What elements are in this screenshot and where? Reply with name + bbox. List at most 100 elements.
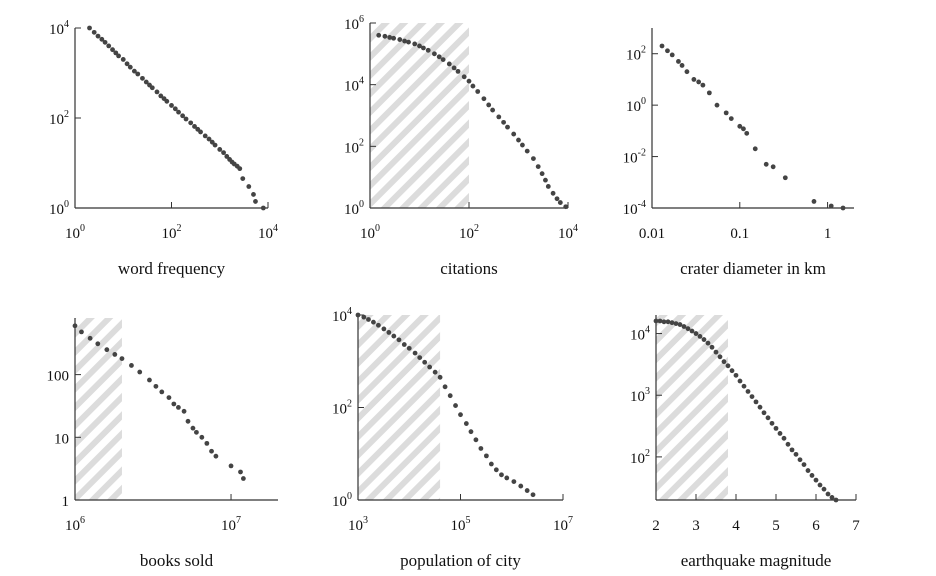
data-point bbox=[253, 199, 258, 204]
data-point bbox=[228, 463, 234, 469]
data-point bbox=[504, 475, 510, 481]
data-point bbox=[709, 344, 715, 350]
data-point bbox=[371, 319, 376, 325]
x-tick-label: 2 bbox=[652, 518, 660, 534]
y-tick-label: 100 bbox=[47, 369, 70, 385]
data-point bbox=[797, 457, 803, 463]
x-axis-label: earthquake magnitude bbox=[681, 551, 832, 570]
chart-panel-4: 106 107 1 10 100 books sold bbox=[47, 318, 278, 570]
data-point bbox=[463, 421, 469, 426]
data-point bbox=[453, 403, 458, 408]
data-point bbox=[361, 314, 367, 320]
x-tick-label: 7 bbox=[852, 518, 860, 534]
data-point bbox=[131, 68, 137, 74]
y-tick-label: 10-2 bbox=[623, 148, 646, 167]
data-point bbox=[761, 410, 767, 416]
x-tick-label: 3 bbox=[692, 518, 700, 534]
data-point bbox=[801, 462, 807, 468]
data-point bbox=[104, 347, 110, 353]
data-point bbox=[386, 330, 392, 335]
data-point bbox=[657, 318, 663, 324]
x-axis-label: word frequency bbox=[118, 259, 226, 278]
data-point bbox=[251, 192, 256, 197]
data-point bbox=[158, 93, 164, 99]
data-point bbox=[741, 126, 746, 132]
data-point bbox=[95, 33, 101, 39]
data-point bbox=[95, 341, 101, 347]
data-point bbox=[516, 137, 521, 143]
data-point bbox=[366, 317, 371, 322]
data-point bbox=[733, 372, 739, 378]
data-point bbox=[417, 43, 422, 49]
y-tick-label: 1 bbox=[62, 494, 70, 510]
data-point bbox=[183, 116, 189, 122]
data-point bbox=[499, 472, 504, 478]
data-point bbox=[129, 363, 134, 368]
data-point bbox=[481, 96, 487, 102]
data-point bbox=[809, 473, 815, 478]
x-tick-label: 5 bbox=[772, 518, 780, 534]
x-tick-label: 105 bbox=[451, 515, 471, 534]
x-tick-label: 103 bbox=[348, 515, 368, 534]
data-point bbox=[805, 468, 811, 473]
data-point bbox=[535, 164, 541, 170]
y-tick-label: 10 bbox=[54, 431, 69, 447]
data-point bbox=[124, 61, 130, 67]
data-point bbox=[381, 326, 387, 332]
data-point bbox=[181, 408, 187, 414]
data-point bbox=[475, 89, 481, 94]
data-point bbox=[725, 363, 731, 369]
data-point bbox=[91, 29, 97, 35]
data-point bbox=[120, 57, 126, 62]
data-point bbox=[770, 164, 776, 170]
data-point bbox=[745, 389, 751, 394]
data-point bbox=[789, 447, 795, 453]
data-point bbox=[382, 33, 388, 39]
data-point bbox=[673, 321, 679, 327]
data-point bbox=[406, 39, 411, 45]
data-point bbox=[436, 54, 442, 60]
data-point bbox=[557, 200, 563, 205]
y-tick-label: 103 bbox=[630, 386, 650, 405]
y-tick-label: 100 bbox=[49, 199, 69, 218]
x-axis-label: crater diameter in km bbox=[680, 259, 826, 278]
data-point bbox=[543, 177, 548, 183]
data-point bbox=[793, 451, 799, 457]
data-point bbox=[700, 82, 706, 88]
x-tick-label: 6 bbox=[812, 518, 820, 534]
data-point bbox=[505, 124, 510, 130]
x-tick-label: 100 bbox=[65, 223, 85, 242]
data-point bbox=[765, 415, 771, 421]
data-point bbox=[166, 395, 172, 400]
data-point bbox=[422, 359, 428, 365]
y-tick-label: 102 bbox=[630, 448, 650, 467]
data-point bbox=[684, 69, 690, 75]
shaded-region bbox=[370, 23, 469, 208]
data-point bbox=[204, 440, 210, 446]
data-point bbox=[375, 322, 381, 328]
data-point bbox=[530, 492, 536, 498]
data-point bbox=[240, 476, 246, 481]
data-point bbox=[669, 52, 675, 58]
y-tick-label: 10-4 bbox=[623, 199, 646, 218]
data-point bbox=[169, 103, 174, 108]
data-point bbox=[112, 352, 118, 357]
data-point bbox=[737, 378, 743, 384]
data-point bbox=[116, 53, 121, 59]
y-tick-label: 100 bbox=[626, 96, 646, 115]
data-point bbox=[714, 102, 720, 108]
data-point bbox=[511, 479, 517, 484]
data-point bbox=[833, 497, 839, 503]
x-axis-label: books sold bbox=[140, 551, 214, 570]
data-point bbox=[488, 461, 494, 467]
data-point bbox=[412, 350, 418, 356]
data-point bbox=[828, 203, 834, 209]
data-point bbox=[813, 477, 819, 483]
data-point bbox=[446, 61, 452, 67]
data-point bbox=[744, 130, 750, 136]
data-point bbox=[691, 77, 697, 82]
x-tick-label: 102 bbox=[459, 223, 479, 242]
data-point bbox=[539, 171, 545, 177]
data-point bbox=[511, 131, 517, 137]
data-point bbox=[749, 394, 755, 400]
